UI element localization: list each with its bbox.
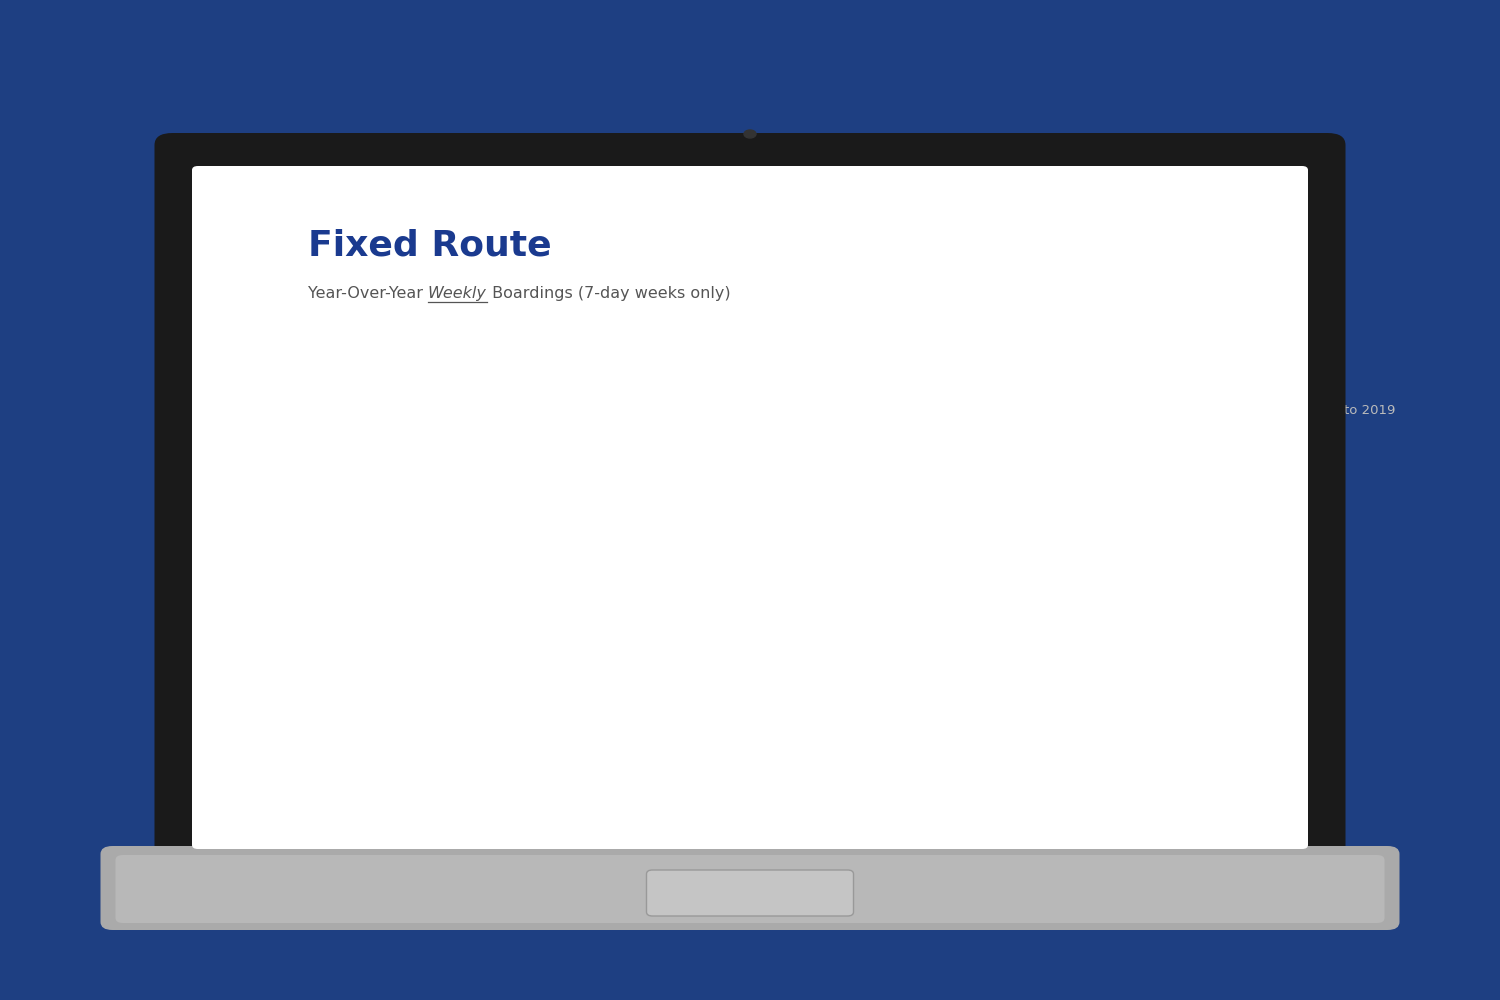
Text: Fixed Route: Fixed Route [308,228,550,262]
Text: 2023: 2023 [681,542,720,556]
Text: 2014 to 2019: 2014 to 2019 [1306,403,1395,416]
Text: Boardings (7-day weeks only): Boardings (7-day weeks only) [486,286,730,301]
Text: 2020: 2020 [1306,638,1340,651]
Text: Year-Over-Year: Year-Over-Year [308,286,428,301]
Text: Weekly: Weekly [427,286,486,301]
Text: 2021: 2021 [1306,602,1340,615]
Text: 2022: 2022 [1306,555,1342,568]
